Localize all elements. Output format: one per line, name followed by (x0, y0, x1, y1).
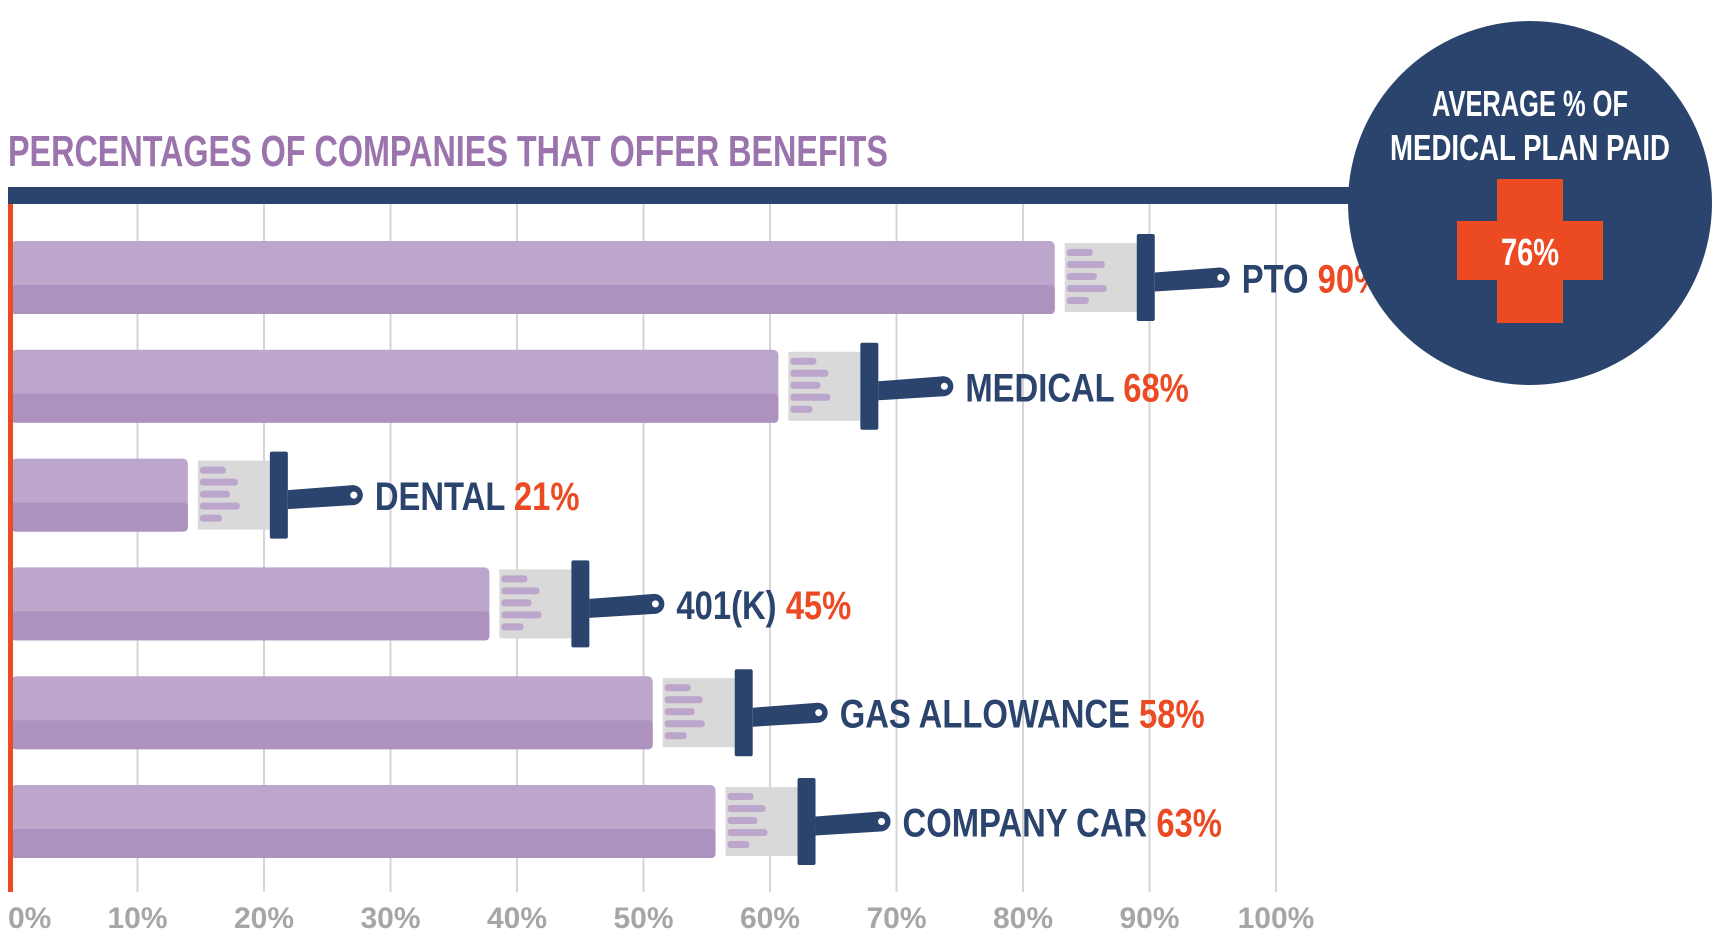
paintbrush-icon (197, 451, 363, 539)
x-tick-label: 0% (8, 902, 51, 935)
paintbrush-icon (788, 342, 954, 430)
category-label: GAS ALLOWANCE (840, 692, 1139, 737)
bar-label: MEDICAL 68% (965, 365, 1188, 410)
bar-shadow (11, 611, 490, 641)
bar-group: 401(K) 45% (11, 560, 851, 648)
bars-layer: PTO 90% MEDICAL 68% DENTAL 21% 401(K) 45% GA… (11, 234, 1383, 865)
paintbrush-icon (1064, 234, 1230, 321)
x-tick-label: 40% (487, 902, 547, 935)
value-label: 68% (1123, 365, 1189, 410)
y-axis-line (8, 204, 13, 892)
paintbrush-icon (725, 778, 891, 865)
bar-label: DENTAL 21% (375, 474, 580, 519)
bar-group: DENTAL 21% (11, 451, 580, 539)
value-label: 63% (1156, 800, 1222, 845)
title-rule (8, 187, 1378, 204)
x-tick-label: 10% (107, 902, 167, 935)
bar-shadow (11, 829, 716, 858)
medical-plan-callout: AVERAGE % OF MEDICAL PLAN PAID 76% (1348, 21, 1712, 385)
x-tick-label: 90% (1119, 902, 1179, 935)
bar-group: COMPANY CAR 63% (11, 778, 1222, 865)
x-tick-label: 50% (613, 902, 673, 935)
medical-cross-icon (1457, 179, 1603, 323)
bar-label: 401(K) 45% (676, 583, 851, 628)
bar-group: GAS ALLOWANCE 58% (11, 669, 1205, 757)
category-label: DENTAL (375, 474, 514, 519)
bar-group: MEDICAL 68% (11, 342, 1189, 430)
x-tick-label: 20% (234, 902, 294, 935)
x-tick-label: 60% (740, 902, 800, 935)
x-tick-label: 80% (993, 902, 1053, 935)
category-label: PTO (1242, 256, 1318, 301)
chart-title: PERCENTAGES OF COMPANIES THAT OFFER BENE… (8, 127, 888, 176)
bar-shadow (11, 502, 188, 532)
x-tick-label: 70% (866, 902, 926, 935)
bar-shadow (11, 720, 653, 750)
bar-shadow (11, 285, 1055, 314)
grid-lines (136, 204, 1277, 892)
bar-label: GAS ALLOWANCE 58% (840, 692, 1205, 737)
category-label: COMPANY CAR (903, 800, 1157, 845)
callout-title-line1: AVERAGE % OF (1432, 83, 1628, 124)
bar-group: PTO 90% (11, 234, 1383, 321)
category-label: MEDICAL (965, 365, 1123, 410)
paintbrush-icon (499, 560, 665, 648)
x-axis-ticks: 0% 10% 20% 30% 40% 50% 60% 70% 80% 90% 100% (8, 902, 1314, 935)
callout-title-line2: MEDICAL PLAN PAID (1390, 127, 1670, 168)
value-label: 21% (514, 474, 580, 519)
x-tick-label: 100% (1238, 902, 1315, 935)
category-label: 401(K) (676, 583, 785, 628)
callout-value: 76% (1501, 232, 1559, 274)
value-label: 58% (1139, 692, 1205, 737)
value-label: 45% (786, 583, 852, 628)
bar-shadow (11, 393, 779, 423)
paintbrush-icon (662, 669, 828, 757)
bar-label: COMPANY CAR 63% (903, 800, 1222, 845)
x-tick-label: 30% (360, 902, 420, 935)
